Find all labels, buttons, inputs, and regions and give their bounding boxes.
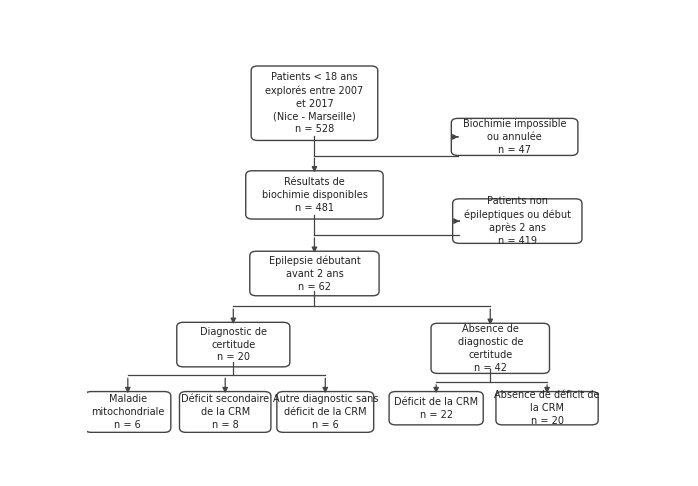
Text: Déficit de la CRM
n = 22: Déficit de la CRM n = 22 bbox=[394, 397, 478, 419]
FancyBboxPatch shape bbox=[251, 66, 378, 140]
Text: Patients < 18 ans
explorés entre 2007
et 2017
(Nice - Marseille)
n = 528: Patients < 18 ans explorés entre 2007 et… bbox=[265, 72, 364, 134]
Text: Autre diagnostic sans
déficit de la CRM
n = 6: Autre diagnostic sans déficit de la CRM … bbox=[272, 394, 378, 430]
Text: Maladie
mitochondriale
n = 6: Maladie mitochondriale n = 6 bbox=[91, 394, 165, 430]
FancyBboxPatch shape bbox=[250, 251, 379, 296]
FancyBboxPatch shape bbox=[277, 392, 373, 433]
FancyBboxPatch shape bbox=[453, 199, 582, 243]
FancyBboxPatch shape bbox=[179, 392, 271, 433]
Text: Epilepsie débutant
avant 2 ans
n = 62: Epilepsie débutant avant 2 ans n = 62 bbox=[269, 256, 360, 292]
FancyBboxPatch shape bbox=[389, 392, 483, 425]
Text: Absence de
diagnostic de
certitude
n = 42: Absence de diagnostic de certitude n = 4… bbox=[457, 324, 523, 373]
Text: Résultats de
biochimie disponibles
n = 481: Résultats de biochimie disponibles n = 4… bbox=[262, 177, 367, 213]
Text: Déficit secondaire
de la CRM
n = 8: Déficit secondaire de la CRM n = 8 bbox=[181, 394, 269, 430]
Text: Patients non
épileptiques ou début
après 2 ans
n = 419: Patients non épileptiques ou début après… bbox=[463, 196, 571, 246]
Text: Diagnostic de
certitude
n = 20: Diagnostic de certitude n = 20 bbox=[200, 327, 267, 363]
FancyBboxPatch shape bbox=[452, 119, 578, 156]
Text: Absence de déficit de
la CRM
n = 20: Absence de déficit de la CRM n = 20 bbox=[494, 390, 600, 426]
FancyBboxPatch shape bbox=[177, 322, 290, 367]
Text: Biochimie impossible
ou annulée
n = 47: Biochimie impossible ou annulée n = 47 bbox=[463, 119, 566, 155]
FancyBboxPatch shape bbox=[246, 171, 383, 219]
FancyBboxPatch shape bbox=[496, 392, 598, 425]
FancyBboxPatch shape bbox=[431, 323, 549, 373]
FancyBboxPatch shape bbox=[85, 392, 171, 433]
